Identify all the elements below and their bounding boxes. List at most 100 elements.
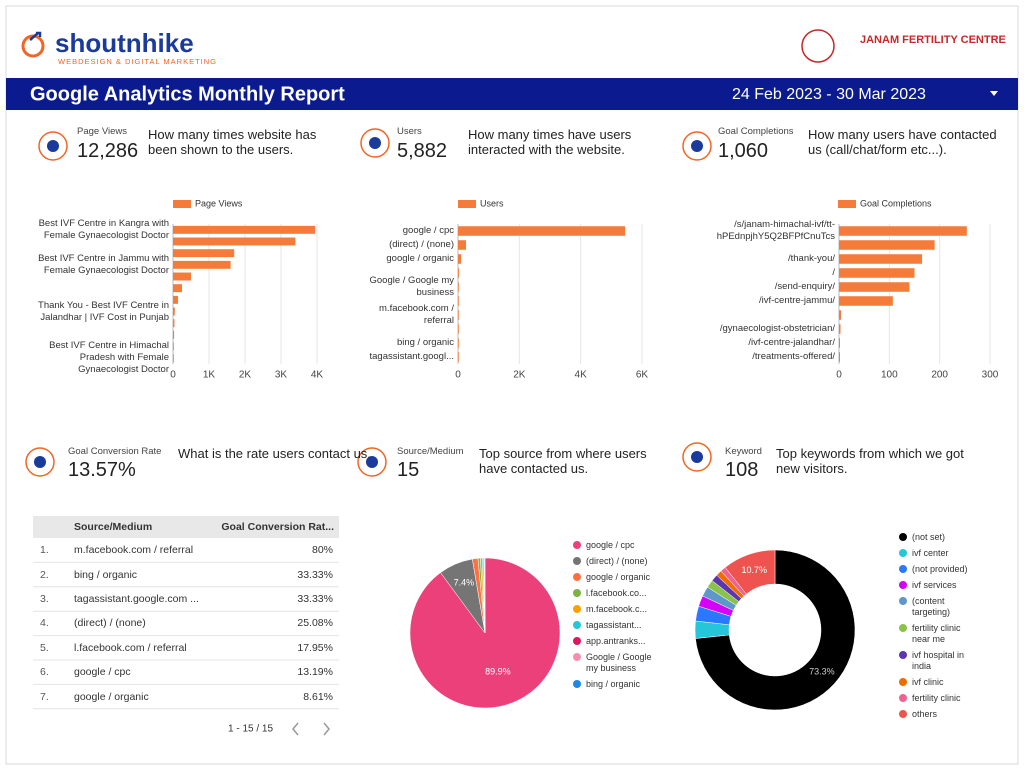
row-index: 6.	[40, 666, 49, 679]
kpi-label: Users	[397, 126, 422, 137]
bar	[458, 352, 459, 362]
bar	[458, 226, 626, 236]
row-index: 3.	[40, 593, 49, 605]
row-rate: 80%	[311, 544, 333, 557]
row-source: l.facebook.com / referral	[74, 641, 187, 654]
bar	[458, 254, 462, 264]
bar	[839, 352, 841, 362]
legend-dot	[573, 621, 581, 629]
x-tick-label: 2K	[239, 370, 252, 381]
category-label: m.facebook.com / referral	[379, 303, 454, 326]
row-index: 7.	[40, 690, 49, 703]
row-source: google / organic	[74, 690, 149, 703]
category-label: /	[832, 267, 835, 278]
legend: (not set) ivf center (not provided) ivf ser…	[899, 532, 981, 725]
legend-label: google / organic	[586, 572, 651, 582]
category-label: /thank-you/	[788, 253, 835, 264]
legend-item: ivf center	[899, 548, 981, 559]
slice-label: 7.4%	[454, 578, 475, 588]
page-border	[5, 5, 1019, 765]
x-tick-label: 200	[931, 370, 948, 381]
legend-label: tagassistant...	[586, 620, 642, 630]
bar	[173, 307, 175, 316]
legend-item: fertility clinic	[899, 693, 981, 704]
bar	[839, 338, 841, 348]
row-source: bing / organic	[74, 568, 138, 581]
date-range[interactable]: 24 Feb 2023 - 30 Mar 2023	[732, 86, 926, 103]
kpi-description: What is the rate users contact us.	[178, 446, 371, 461]
legend-label: (direct) / (none)	[586, 556, 648, 566]
legend-dot	[573, 605, 581, 613]
kpi-description: How many times website has been shown to…	[148, 127, 317, 157]
row-rate: 8.61%	[303, 690, 333, 703]
bar	[173, 225, 316, 234]
legend-label: Goal Completions	[860, 198, 932, 208]
row-rate: 33.33%	[297, 593, 333, 605]
category-label: /send-enquiry/	[774, 281, 835, 292]
legend-item: app.antranks...	[573, 636, 655, 647]
category-label: /ivf-centre-jalandhar/	[748, 337, 835, 348]
legend-label: Users	[480, 198, 504, 208]
row-rate: 25.08%	[297, 617, 333, 630]
legend-item: google / organic	[573, 572, 655, 583]
legend-label: ivf hospital in india	[912, 650, 965, 671]
legend-label: ivf services	[912, 580, 957, 590]
bar	[173, 237, 296, 246]
row-rate: 33.33%	[297, 568, 333, 581]
bar	[173, 319, 175, 328]
kpi-label: Page Views	[77, 126, 127, 137]
slice-label: 10.7%	[741, 565, 767, 575]
row-rate: 13.19%	[297, 666, 333, 679]
kpi-value: 1,060	[718, 140, 769, 162]
legend-label: fertility clinic near me	[912, 623, 961, 644]
x-tick-label: 2K	[513, 370, 526, 381]
bar	[173, 342, 174, 351]
category-label: Best IVF Centre in Himachal Pradesh with…	[49, 340, 169, 376]
kpi-description: How many times have users interacted wit…	[468, 127, 632, 157]
prev-page[interactable]	[292, 722, 299, 736]
bar	[173, 272, 191, 281]
bar	[458, 240, 466, 250]
table-header-bg	[33, 516, 339, 538]
legend-label: google / cpc	[586, 540, 635, 550]
table-header: Goal Conversion Rat...	[221, 521, 334, 533]
kpi-icon-inner	[366, 456, 378, 468]
legend-dot	[899, 710, 907, 718]
category-label: Best IVF Centre in Jammu with Female Gyn…	[38, 252, 169, 276]
legend-label: (not set)	[912, 532, 946, 542]
bar	[839, 282, 910, 292]
legend-label: Page Views	[195, 198, 243, 208]
legend-label: others	[912, 709, 938, 719]
legend-item: fertility clinic near me	[899, 623, 981, 645]
logo-text: shoutnhike	[55, 28, 194, 58]
legend-dot	[573, 557, 581, 565]
bar	[839, 310, 842, 320]
row-index: 2.	[40, 568, 49, 581]
kpi-icon-inner	[691, 140, 703, 152]
legend-item: tagassistant...	[573, 620, 655, 631]
x-tick-label: 100	[881, 370, 898, 381]
legend-label: (not provided)	[912, 564, 968, 574]
legend-dot	[573, 637, 581, 645]
category-label: bing / organic	[396, 337, 454, 348]
legend-dot	[899, 533, 907, 541]
kpi-label: Goal Completions	[718, 126, 794, 137]
x-tick-label: 300	[982, 370, 999, 381]
next-page[interactable]	[323, 722, 330, 736]
date-dropdown[interactable]	[990, 91, 998, 96]
legend-label: app.antranks...	[586, 636, 646, 646]
slice	[695, 549, 856, 711]
kpi-label: Keyword	[725, 446, 762, 457]
slice-label: 89.9%	[485, 667, 511, 677]
category-label: /ivf-centre-jammu/	[758, 295, 835, 306]
category-label: google / cpc	[402, 225, 454, 236]
legend-swatch	[838, 200, 856, 208]
legend-item: others	[899, 709, 981, 720]
legend: google / cpc (direct) / (none) google / or…	[573, 540, 655, 695]
legend-item: (not set)	[899, 532, 981, 543]
category-label: Google / Google my business	[369, 275, 455, 298]
category-label: Thank You - Best IVF Centre in Jalandhar…	[38, 299, 169, 323]
logo-arrow	[29, 31, 42, 41]
bar	[458, 310, 459, 320]
x-tick-label: 0	[836, 370, 842, 381]
